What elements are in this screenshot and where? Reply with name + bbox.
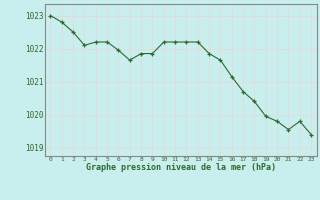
X-axis label: Graphe pression niveau de la mer (hPa): Graphe pression niveau de la mer (hPa)	[86, 163, 276, 172]
